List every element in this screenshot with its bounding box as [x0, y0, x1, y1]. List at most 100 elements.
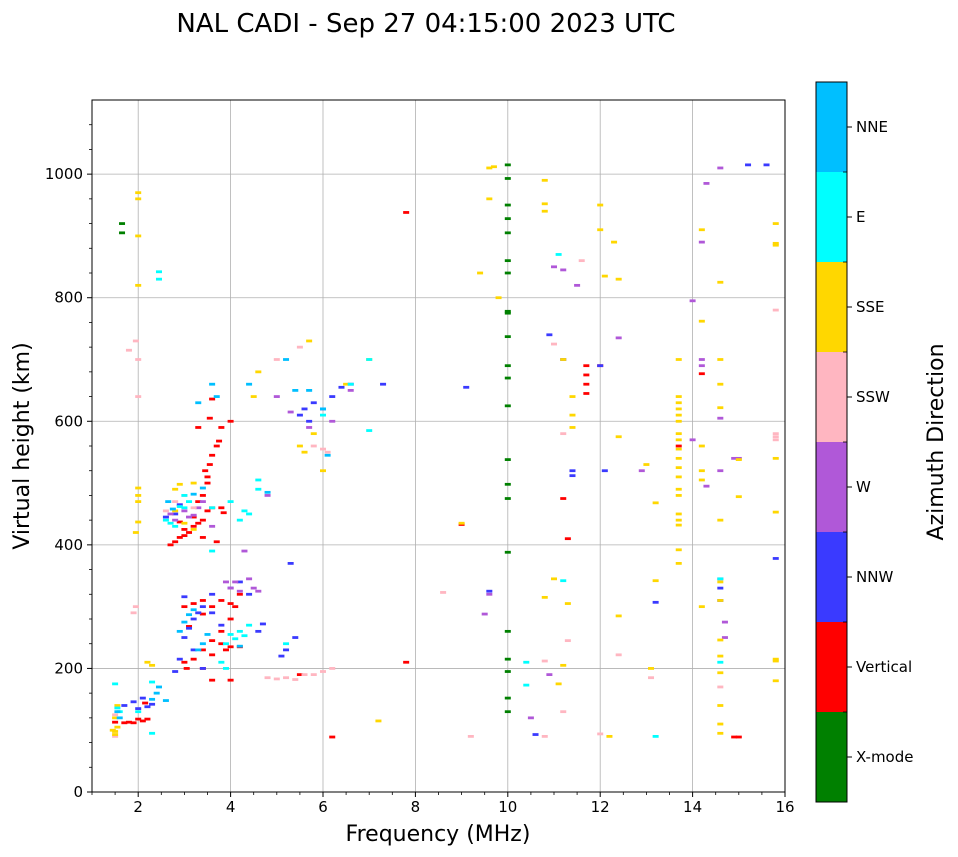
y-tick-label: 600 — [54, 412, 83, 430]
data-point — [116, 716, 123, 720]
data-point — [486, 592, 493, 596]
data-point — [190, 515, 197, 519]
data-point — [532, 733, 539, 736]
data-point — [195, 521, 202, 525]
data-point — [564, 537, 571, 541]
data-point — [648, 667, 655, 670]
data-point — [209, 592, 216, 596]
data-point — [583, 364, 590, 368]
colorbar-tick-label: SSE — [856, 298, 885, 316]
data-point — [675, 494, 682, 497]
data-point — [606, 735, 613, 738]
data-point — [119, 222, 126, 225]
data-point — [486, 589, 493, 593]
y-axis-label: Virtual height (km) — [10, 342, 35, 549]
x-tick-label: 16 — [775, 798, 794, 816]
data-point — [172, 487, 179, 491]
data-point — [717, 722, 724, 726]
data-point — [541, 735, 548, 738]
data-point — [176, 629, 183, 633]
data-point — [172, 524, 179, 528]
data-point — [130, 721, 137, 725]
data-point — [241, 509, 248, 513]
data-point — [195, 611, 202, 615]
data-point — [121, 721, 128, 725]
data-point — [772, 308, 779, 312]
data-point — [597, 203, 604, 207]
data-point — [772, 432, 779, 436]
data-point — [149, 663, 156, 667]
data-point — [232, 637, 239, 641]
data-point — [195, 506, 202, 510]
data-point — [204, 481, 211, 485]
data-point — [218, 642, 225, 646]
data-point — [772, 679, 779, 683]
data-point — [763, 163, 770, 167]
data-point — [132, 339, 139, 343]
data-point — [643, 463, 650, 466]
data-point — [199, 486, 206, 490]
data-point — [675, 548, 682, 552]
data-point — [486, 197, 493, 201]
data-point — [132, 531, 139, 534]
data-point — [569, 426, 576, 429]
data-point — [301, 450, 308, 454]
data-point — [149, 731, 156, 735]
data-point — [698, 469, 705, 473]
data-point — [735, 495, 742, 499]
data-point — [246, 592, 253, 596]
data-point — [583, 382, 590, 386]
data-point — [717, 406, 724, 410]
data-point — [114, 725, 121, 729]
data-point — [403, 211, 410, 214]
colorbar-tick-label: Vertical — [856, 658, 912, 676]
data-point — [569, 395, 576, 398]
data-point — [772, 557, 779, 560]
plot-area: 2 4 6 8 10 12 14 16 0 200 400 600 800 1000 — [45, 99, 795, 816]
series-x-mode — [119, 163, 511, 714]
data-point — [199, 648, 206, 652]
data-point — [190, 481, 197, 485]
data-point — [190, 602, 197, 605]
data-point — [717, 518, 724, 522]
data-point — [615, 614, 622, 618]
data-point — [504, 710, 511, 714]
data-point — [569, 413, 576, 417]
data-point — [218, 426, 225, 429]
data-point — [222, 642, 229, 646]
data-point — [135, 197, 142, 201]
data-point — [132, 605, 139, 609]
data-point — [130, 700, 137, 704]
data-point — [296, 673, 303, 676]
data-point — [745, 163, 752, 167]
data-point — [583, 373, 590, 377]
data-point — [564, 602, 571, 605]
data-point — [218, 660, 225, 664]
data-point — [560, 579, 567, 583]
data-point — [504, 163, 511, 167]
data-point — [199, 667, 206, 670]
data-point — [772, 659, 779, 663]
data-point — [246, 623, 253, 627]
data-point — [329, 395, 336, 398]
data-point — [135, 707, 142, 710]
data-point — [638, 469, 645, 473]
data-point — [319, 407, 327, 411]
data-point — [675, 487, 682, 491]
data-point — [310, 432, 317, 436]
colorbar: X-mode Vertical NNW W SSW SSE E NNE — [815, 81, 913, 803]
data-point — [181, 534, 188, 537]
data-point — [481, 612, 488, 616]
data-point — [236, 580, 243, 584]
data-point — [155, 270, 162, 274]
data-point — [227, 617, 234, 621]
data-point — [541, 202, 548, 206]
data-point — [698, 372, 705, 376]
data-point — [199, 500, 206, 503]
data-point — [114, 706, 121, 710]
x-tick-label: 14 — [683, 798, 702, 816]
data-point — [717, 731, 724, 735]
data-point — [135, 283, 142, 287]
data-point — [675, 512, 682, 516]
data-point — [169, 507, 176, 511]
